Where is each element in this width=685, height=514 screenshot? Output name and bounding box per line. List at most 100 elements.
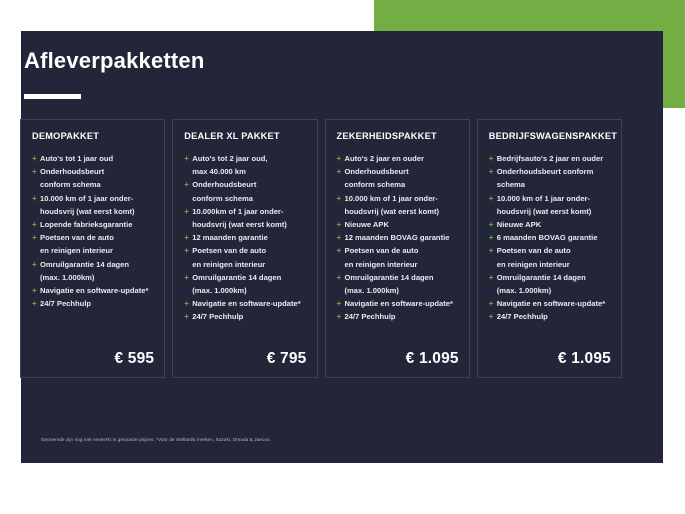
feature-text: Poetsen van de auto en reinigen interieu… — [496, 246, 571, 269]
feature-list: + Auto's tot 2 jaar oud, max 40.000 km + O… — [184, 152, 306, 344]
feature-item: + Navigatie en software-update* — [184, 297, 306, 310]
package-card-dealer-xl-pakket[interactable]: DEALER XL PAKKET + Auto's tot 2 jaar oud,… — [172, 119, 318, 378]
feature-list: + Auto's tot 1 jaar oud + Onderhoudsbeurt … — [32, 152, 154, 344]
feature-item: + Navigatie en software-update* — [337, 297, 459, 310]
feature-text: 24/7 Pechhulp — [344, 312, 396, 322]
feature-item: + Omruilgarantie 14 dagen (max. 1.000km) — [337, 271, 459, 297]
feature-item: + Navigatie en software-update* — [32, 284, 154, 297]
plus-icon: + — [488, 154, 494, 163]
plus-icon: + — [488, 233, 494, 243]
plus-icon: + — [32, 259, 37, 269]
plus-icon: + — [488, 167, 494, 177]
feature-text: Omruilgarantie 14 dagen (max. 1.000km) — [496, 272, 586, 296]
card-price: € 1.095 — [405, 350, 459, 367]
plus-icon: + — [32, 286, 37, 296]
card-title: BEDRIJFSWAGENSPAKKET — [488, 131, 618, 141]
feature-text: Auto's 2 jaar en ouder — [344, 154, 424, 163]
feature-text: Omruilgarantie 14 dagen (max. 1.000km) — [344, 272, 434, 296]
plus-icon: + — [336, 272, 342, 282]
feature-list: + Auto's 2 jaar en ouder + Onderhoudsbeurt… — [337, 152, 459, 344]
feature-item: + Nieuwe APK — [489, 218, 611, 231]
plus-icon: + — [488, 272, 494, 282]
feature-item: +12 maanden garantie — [184, 231, 306, 244]
feature-text: 10.000 km of 1 jaar onder- houdsvrij (wa… — [40, 193, 135, 216]
feature-list: + Bedrijfsauto's 2 jaar en ouder + Onderho… — [489, 152, 611, 344]
feature-item: + Bedrijfsauto's 2 jaar en ouder — [489, 152, 611, 165]
feature-text: Nieuwe APK — [344, 220, 389, 230]
plus-icon: + — [184, 299, 189, 309]
feature-text: Omruilgarantie 14 dagen (max. 1.000km) — [40, 259, 130, 282]
package-card-demopakket[interactable]: DEMOPAKKET + Auto's tot 1 jaar oud + Onder… — [20, 119, 166, 378]
feature-text: Navigatie en software-update* — [344, 299, 453, 309]
feature-item: + Auto's tot 1 jaar oud — [32, 152, 154, 165]
feature-item: +12 maanden BOVAG garantie — [337, 231, 459, 244]
feature-item: +10.000km of 1 jaar onder- houdsvrij (wa… — [184, 205, 306, 231]
feature-item: + Onderhoudsbeurt conform schema — [489, 165, 611, 191]
plus-icon: + — [336, 193, 342, 203]
feature-item: +24/7 Pechhulp — [489, 310, 611, 323]
feature-text: Onderhoudsbeurt conform schema — [40, 167, 105, 190]
feature-text: Onderhoudsbeurt conform schema — [344, 167, 409, 190]
card-title: ZEKERHEIDSPAKKET — [336, 131, 437, 141]
feature-item: +10.000 km of 1 jaar onder- houdsvrij (w… — [337, 192, 459, 218]
package-card-bedrijfswagenspakket[interactable]: BEDRIJFSWAGENSPAKKET + Bedrijfsauto's 2 j… — [476, 119, 622, 378]
card-title: DEMOPAKKET — [32, 131, 100, 141]
plus-icon: + — [184, 246, 189, 256]
card-title: DEALER XL PAKKET — [184, 131, 280, 141]
plus-icon: + — [336, 233, 342, 243]
feature-text: Onderhoudsbeurt conform schema — [496, 167, 594, 190]
plus-icon: + — [184, 154, 189, 163]
feature-item: +6 maanden BOVAG garantie — [489, 231, 611, 244]
feature-item: + Omruilgarantie 14 dagen (max. 1.000km) — [184, 271, 306, 297]
footnote-disclaimer: Genoemde zijn nog niet verwerkt in getoo… — [41, 437, 271, 442]
plus-icon: + — [336, 167, 342, 177]
feature-item: + Poetsen van de auto en reinigen interie… — [184, 244, 306, 270]
feature-text: Auto's tot 2 jaar oud, max 40.000 km — [192, 154, 268, 177]
plus-icon: + — [184, 180, 189, 190]
plus-icon: + — [32, 193, 37, 203]
feature-item: + Auto's tot 2 jaar oud, max 40.000 km — [184, 152, 306, 178]
plus-icon: + — [32, 167, 37, 177]
feature-item: + Onderhoudsbeurt conform schema — [337, 165, 459, 191]
feature-text: 24/7 Pechhulp — [192, 312, 244, 322]
feature-item: + Nieuwe APK — [337, 218, 459, 231]
feature-item: +24/7 Pechhulp — [337, 310, 459, 323]
plus-icon: + — [488, 193, 494, 203]
card-price: € 1.095 — [557, 350, 611, 367]
feature-text: 10.000 km of 1 jaar onder- houdsvrij (wa… — [496, 193, 592, 216]
plus-icon: + — [32, 220, 37, 230]
package-card-zekerheidspakket[interactable]: ZEKERHEIDSPAKKET + Auto's 2 jaar en ouder… — [324, 119, 470, 378]
feature-item: +10.000 km of 1 jaar onder- houdsvrij (w… — [489, 192, 611, 218]
plus-icon: + — [336, 154, 342, 163]
feature-text: Auto's tot 1 jaar oud — [40, 154, 114, 163]
feature-text: Onderhoudsbeurt conform schema — [192, 180, 257, 203]
feature-text: Navigatie en software-update* — [40, 286, 149, 296]
card-price: € 595 — [114, 350, 155, 367]
page-title: Afleverpakketten — [24, 48, 205, 73]
plus-icon: + — [184, 272, 189, 282]
feature-item: + Auto's 2 jaar en ouder — [337, 152, 459, 165]
packages-panel — [21, 31, 663, 463]
plus-icon: + — [336, 220, 342, 230]
feature-text: Poetsen van de auto en reinigen interieu… — [344, 246, 419, 269]
feature-item: +10.000 km of 1 jaar onder- houdsvrij (w… — [32, 192, 154, 218]
plus-icon: + — [488, 246, 494, 256]
plus-icon: + — [184, 312, 189, 322]
plus-icon: + — [184, 233, 189, 243]
feature-text: Omruilgarantie 14 dagen (max. 1.000km) — [192, 272, 282, 296]
feature-text: 6 maanden BOVAG garantie — [496, 233, 598, 243]
feature-item: + Onderhoudsbeurt conform schema — [184, 178, 306, 204]
feature-text: Bedrijfsauto's 2 jaar en ouder — [496, 154, 604, 163]
feature-item: + Onderhoudsbeurt conform schema — [32, 165, 154, 191]
feature-item: +24/7 Pechhulp — [184, 310, 306, 323]
plus-icon: + — [488, 220, 494, 230]
feature-item: + Omruilgarantie 14 dagen (max. 1.000km) — [32, 258, 154, 284]
title-underline-rule — [24, 94, 81, 99]
plus-icon: + — [32, 233, 37, 243]
feature-text: Poetsen van de auto en reinigen interieu… — [40, 233, 114, 256]
plus-icon: + — [336, 246, 342, 256]
feature-text: 12 maanden BOVAG garantie — [344, 233, 450, 243]
plus-icon: + — [488, 299, 494, 309]
plus-icon: + — [336, 299, 342, 309]
